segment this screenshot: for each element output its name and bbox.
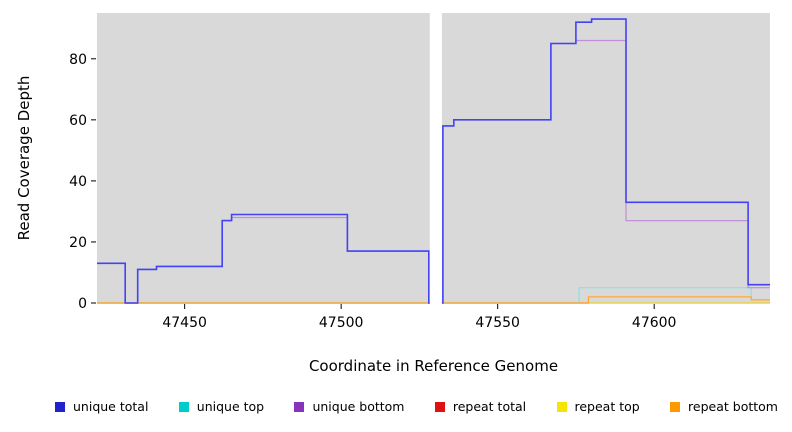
legend-swatch — [178, 401, 189, 412]
y-tick-label: 40 — [69, 174, 87, 190]
legend-item-repeat-bottom: repeat bottom — [670, 399, 778, 414]
legend-label: repeat bottom — [688, 399, 778, 414]
legend-label: unique total — [73, 399, 149, 414]
x-tick-label: 47600 — [632, 315, 677, 331]
legend-label: unique bottom — [312, 399, 405, 414]
legend-swatch — [294, 401, 305, 412]
y-tick-label: 20 — [69, 235, 87, 251]
x-tick-label: 47550 — [475, 315, 520, 331]
x-tick-label: 47500 — [319, 315, 364, 331]
series-line-repeat-bottom — [97, 296, 770, 304]
legend-item-repeat-top: repeat top — [556, 399, 640, 414]
legend-item-unique-top: unique top — [178, 399, 265, 414]
missing-data-gap — [429, 12, 442, 305]
legend-swatch — [55, 401, 65, 412]
legend-label: repeat total — [452, 399, 527, 414]
x-tick-label: 47450 — [162, 315, 207, 331]
legend-label: unique top — [196, 399, 265, 414]
legend-swatch — [556, 401, 567, 412]
legend-label: repeat top — [574, 399, 640, 414]
x-axis-title: Coordinate in Reference Genome — [308, 357, 559, 375]
y-tick-label: 60 — [69, 113, 87, 129]
coverage-plot: 47450 47500 47550 47600 0 20 40 60 80 — [69, 12, 770, 331]
y-tick-label: 0 — [78, 296, 87, 312]
legend-item-unique-total: unique total — [55, 399, 148, 414]
legend-item-unique-bottom: unique bottom — [294, 399, 405, 414]
legend: unique total unique top unique bottom repea… — [0, 399, 792, 414]
legend-swatch — [434, 401, 445, 412]
y-tick-label: 80 — [69, 52, 87, 68]
legend-item-repeat-total: repeat total — [434, 399, 527, 414]
legend-swatch — [670, 401, 681, 412]
